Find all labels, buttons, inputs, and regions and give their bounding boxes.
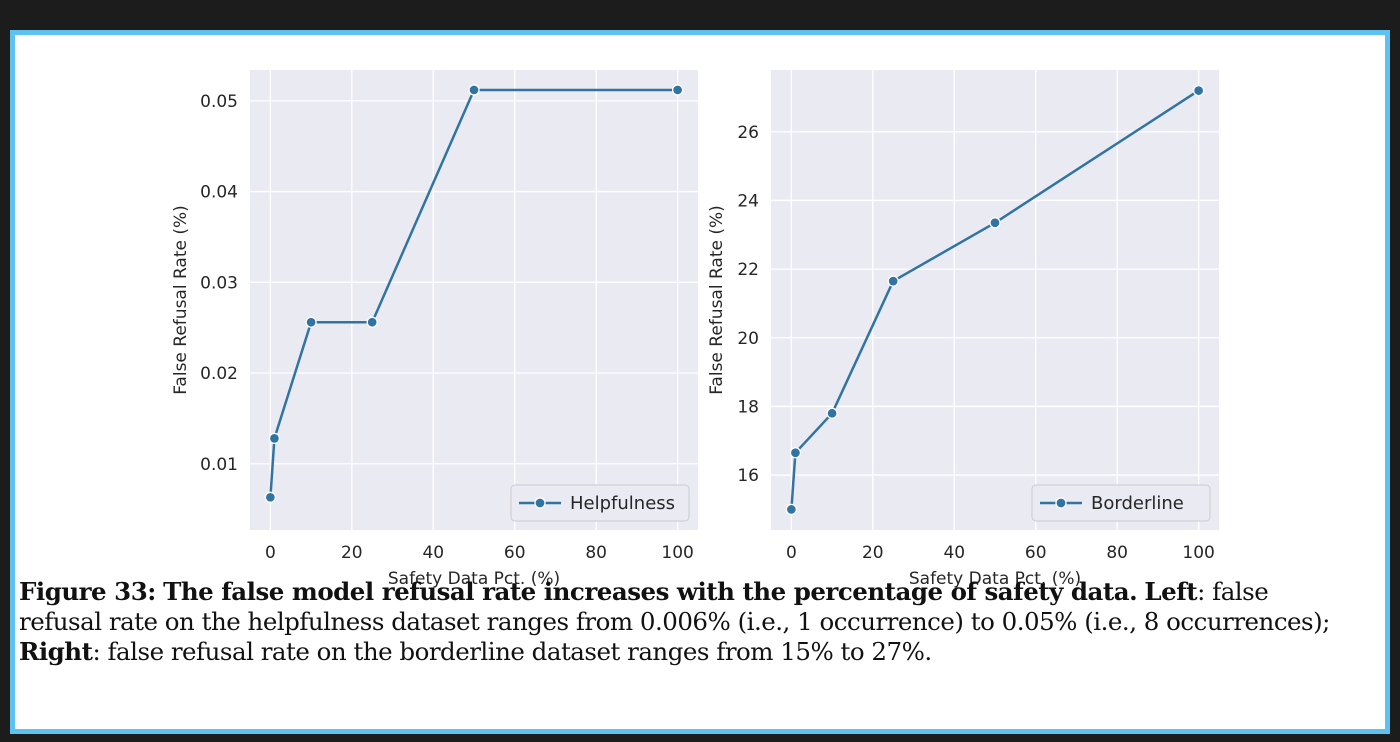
legend-label: Helpfulness [570, 493, 675, 514]
x-tick-label: 0 [786, 543, 797, 563]
y-tick-label: 24 [737, 191, 759, 211]
y-axis-label: False Refusal Rate (%) [707, 205, 727, 395]
x-tick-label: 40 [943, 543, 965, 563]
chart-left: 0 20 40 60 80 100 0.01 0.02 0.03 0.04 0.05 Safety D… [171, 70, 698, 589]
data-point [468, 84, 480, 96]
plot-area [250, 70, 698, 530]
y-tick-label: 0.02 [200, 364, 238, 384]
x-tick-label: 40 [422, 543, 444, 563]
legend-label: Borderline [1091, 493, 1184, 514]
x-tick-label: 100 [1182, 543, 1214, 563]
legend: Borderline [1031, 484, 1211, 522]
y-tick-label: 0.05 [200, 92, 238, 112]
y-tick-label: 0.04 [200, 183, 238, 203]
x-axis-label: Safety Data Pct. (%) [388, 569, 560, 589]
legend: Helpfulness [510, 484, 690, 522]
data-point [264, 491, 277, 503]
x-tick-label: 60 [504, 543, 526, 563]
data-point [268, 432, 281, 445]
x-tick-label: 0 [265, 543, 276, 563]
x-tick-label: 20 [341, 543, 363, 563]
legend-marker [534, 497, 546, 509]
x-tick-label: 80 [585, 543, 607, 563]
legend-box [1031, 484, 1211, 522]
caption-left-text: : false refusal rate on the helpfulness … [19, 577, 1330, 636]
caption-bold-sentence: The false model refusal rate increases w… [163, 577, 1138, 606]
y-tick-label: 20 [737, 329, 759, 349]
data-point [671, 84, 684, 96]
caption-left-label: Left [1144, 577, 1198, 606]
x-tick-label: 80 [1106, 543, 1128, 563]
series-line-borderline [790, 89, 1200, 510]
x-tick-label: 100 [661, 543, 693, 563]
caption-figure-label: Figure 33: [19, 577, 156, 606]
y-tick-label: 26 [737, 123, 759, 143]
y-tick-label: 0.01 [200, 455, 238, 475]
caption-right-label: Right [19, 637, 93, 666]
data-point [789, 447, 802, 459]
x-axis-label: Safety Data Pct. (%) [909, 569, 1081, 589]
y-axis-label: False Refusal Rate (%) [171, 205, 191, 395]
y-tick-label: 22 [737, 260, 759, 280]
figure-caption: Figure 33: The false model refusal rate … [19, 577, 1349, 667]
data-point [826, 407, 838, 419]
y-tick-label: 0.03 [200, 273, 238, 293]
legend-marker [1055, 497, 1067, 509]
data-point [366, 316, 378, 328]
data-point [989, 217, 1001, 229]
x-tick-label: 20 [862, 543, 884, 563]
data-point [887, 275, 899, 287]
caption-right-text: : false refusal rate on the borderline d… [92, 637, 932, 666]
data-point [785, 503, 798, 516]
x-tick-label: 60 [1025, 543, 1047, 563]
series-line-helpfulness [269, 88, 678, 498]
chart-right: 0 20 40 60 80 100 16 18 20 22 24 26 Safety Data Pct.… [707, 70, 1219, 589]
plot-area [771, 70, 1219, 530]
y-tick-label: 18 [737, 397, 759, 417]
legend-box [510, 484, 690, 522]
y-tick-label: 16 [737, 466, 759, 486]
data-point [305, 316, 317, 328]
data-point [1192, 84, 1205, 97]
